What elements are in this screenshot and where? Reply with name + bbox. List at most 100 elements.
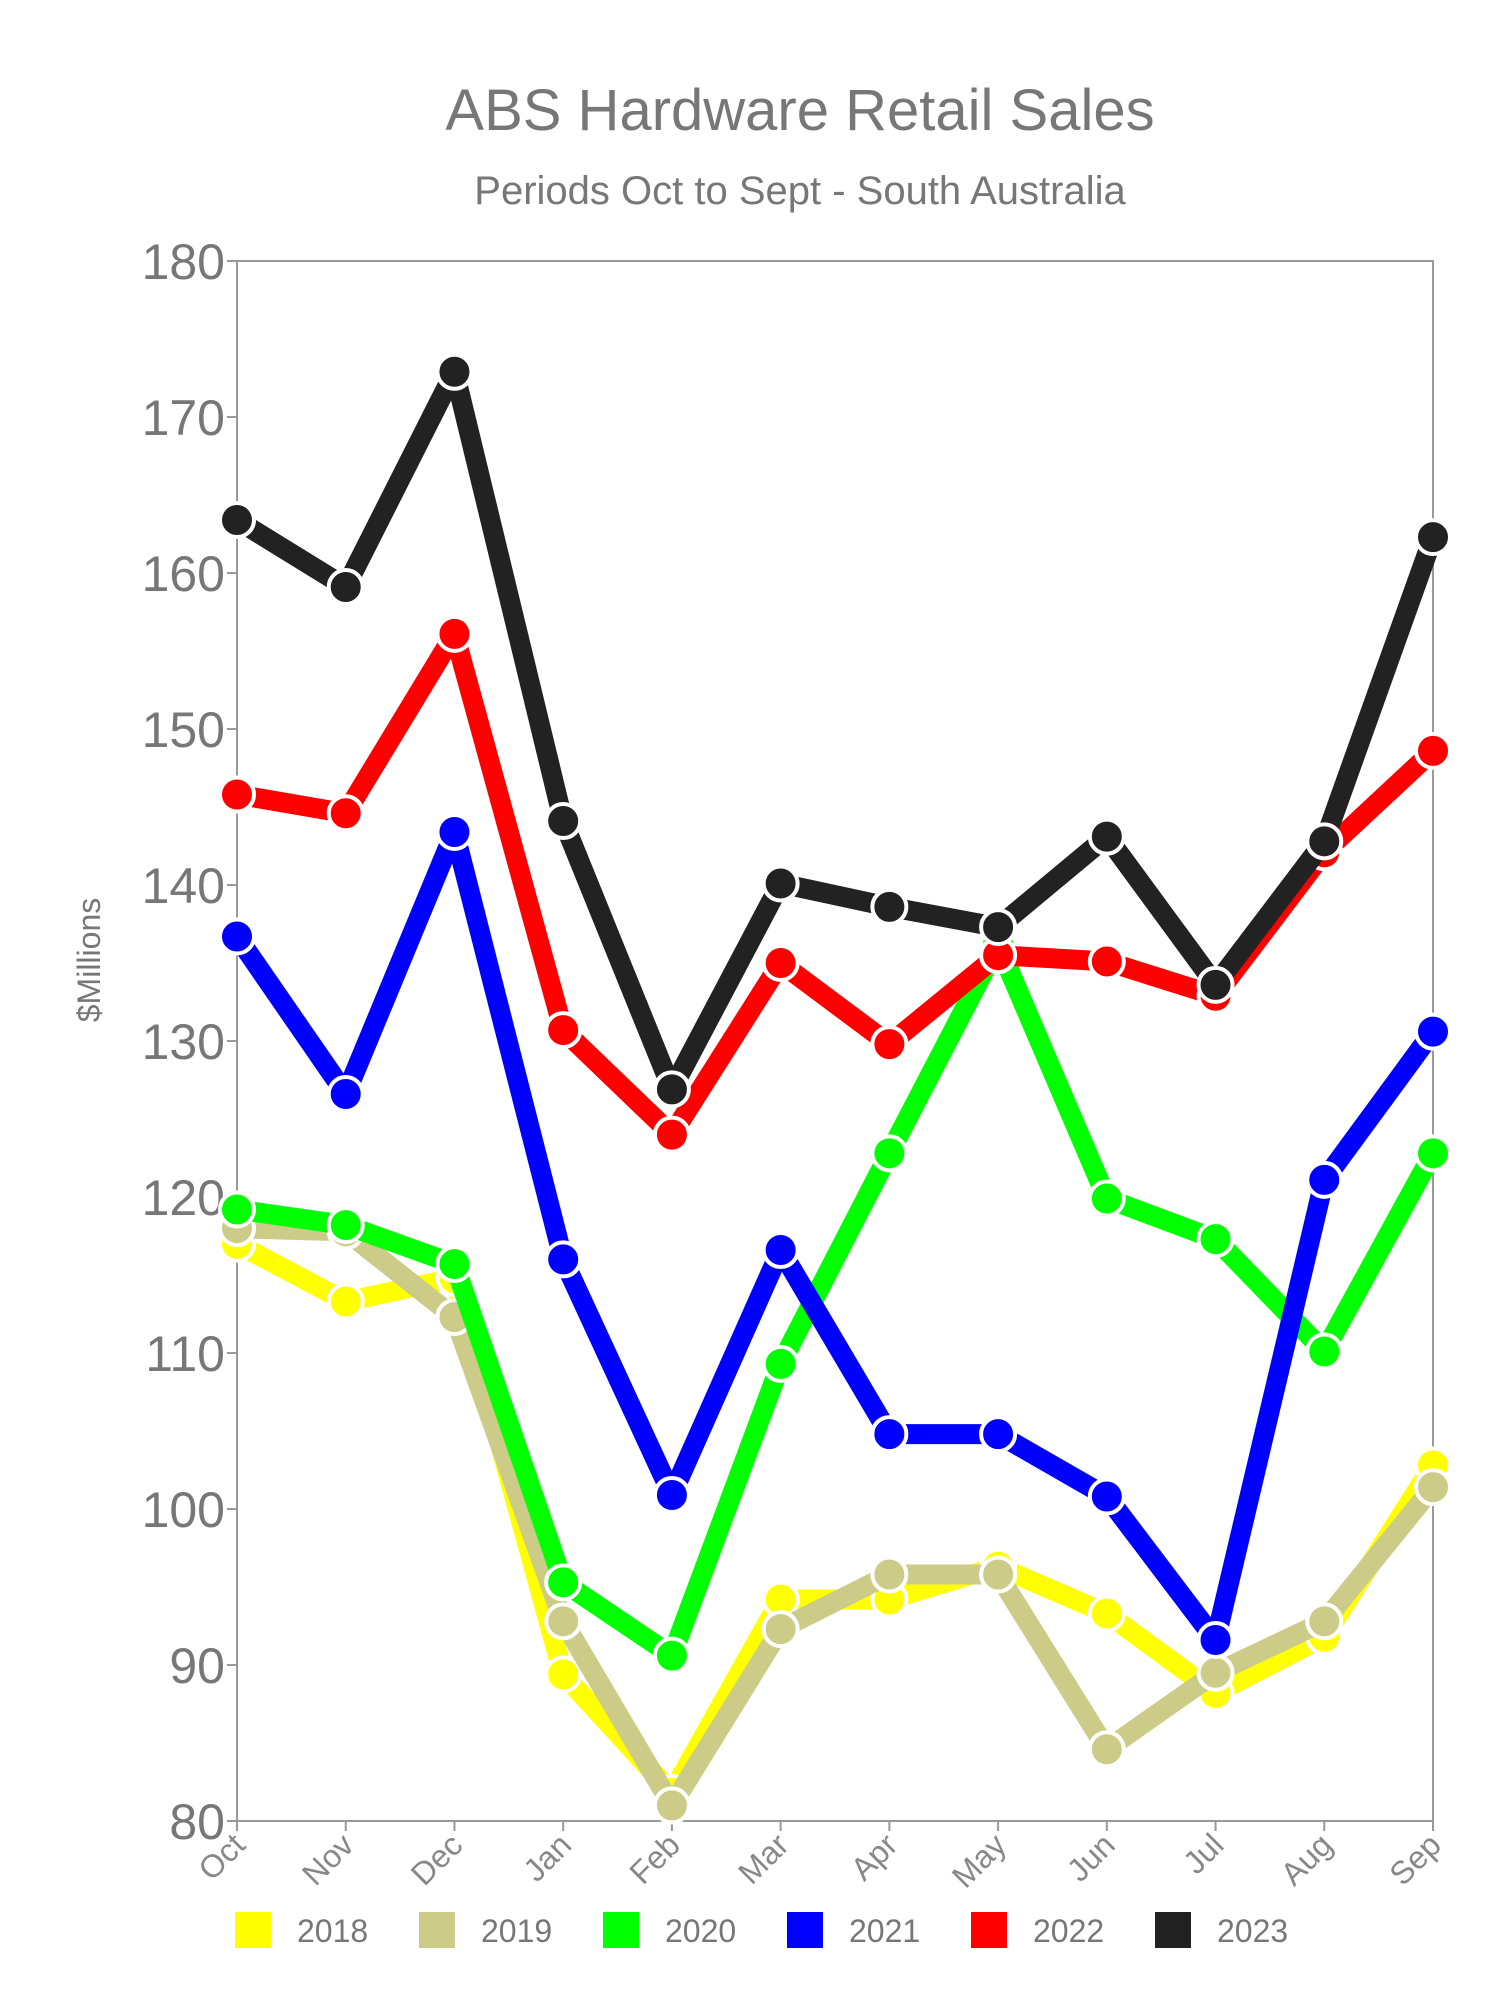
data-point: [544, 1011, 583, 1050]
data-point: [1305, 1602, 1344, 1641]
legend-swatch: [787, 1912, 823, 1948]
legend-item: 2018: [235, 1912, 368, 1949]
data-point: [435, 614, 474, 653]
legend-label: 2023: [1217, 1913, 1288, 1949]
y-tick-label: 130: [142, 1014, 225, 1070]
legend-label: 2018: [297, 1913, 368, 1949]
data-point: [761, 864, 800, 903]
y-tick-label: 140: [142, 858, 225, 914]
data-point: [326, 1282, 365, 1321]
series-line: [227, 623, 1443, 1145]
series-2019: [218, 1209, 1452, 1825]
x-axis: Oct Nov Dec Jan Feb Mar Apr May Jun Jul Aug Sep: [191, 1821, 1448, 1895]
data-point: [435, 812, 474, 851]
data-point: [544, 1240, 583, 1279]
legend-item: 2020: [603, 1912, 736, 1949]
data-point: [652, 1475, 691, 1514]
data-point: [1087, 1477, 1126, 1516]
legend: 2018 2019 2020 2021 2022 2023: [235, 1912, 1288, 1949]
y-tick-label: 80: [169, 1794, 225, 1850]
x-tick-label: Aug: [1274, 1826, 1340, 1892]
data-point: [870, 1555, 909, 1594]
series-2018: [218, 1224, 1452, 1812]
data-point: [544, 1563, 583, 1602]
y-axis: 80 90 100 110 120 130 140 150 160 170 180: [142, 234, 237, 1850]
data-point: [1305, 1160, 1344, 1199]
data-point: [218, 1190, 256, 1229]
y-tick-label: 110: [145, 1326, 225, 1382]
x-tick-label: Mar: [731, 1826, 796, 1891]
data-point: [218, 917, 256, 956]
y-tick-label: 90: [169, 1638, 225, 1694]
data-point: [870, 1025, 909, 1064]
data-point: [870, 887, 909, 926]
data-point: [1305, 1332, 1344, 1371]
x-tick-label: Jan: [516, 1826, 578, 1888]
data-point: [435, 352, 474, 391]
legend-label: 2019: [481, 1913, 552, 1949]
data-point: [544, 1655, 583, 1694]
series-line: [227, 821, 1443, 1651]
legend-label: 2021: [849, 1913, 920, 1949]
legend-swatch: [419, 1912, 455, 1948]
data-point: [1196, 965, 1235, 1004]
legend-item: 2021: [787, 1912, 920, 1949]
data-point: [652, 1786, 691, 1825]
data-point: [652, 1070, 691, 1109]
series-2023: [218, 352, 1452, 1109]
legend-item: 2023: [1155, 1912, 1288, 1949]
data-point: [1305, 822, 1344, 861]
data-point: [1414, 731, 1452, 770]
data-point: [761, 1344, 800, 1383]
x-tick-label: Nov: [295, 1826, 361, 1892]
y-tick-label: 100: [142, 1482, 225, 1538]
data-point: [1087, 1594, 1126, 1633]
series-line: [227, 934, 1443, 1666]
series-line: [227, 1218, 1443, 1816]
legend-swatch: [603, 1912, 639, 1948]
y-tick-label: 120: [142, 1170, 225, 1226]
plot-area-frame: [236, 260, 1434, 1822]
legend-swatch: [971, 1912, 1007, 1948]
y-tick-label: 160: [142, 546, 225, 602]
chart-subtitle: Periods Oct to Sept - South Australia: [474, 169, 1126, 213]
series-layer: [218, 352, 1452, 1825]
data-point: [870, 1415, 909, 1454]
x-tick-label: Sep: [1382, 1826, 1448, 1892]
data-point: [761, 1231, 800, 1270]
x-tick-label: Dec: [404, 1826, 470, 1892]
x-tick-label: Jul: [1176, 1826, 1230, 1880]
series-2022: [218, 614, 1452, 1154]
data-point: [218, 775, 256, 814]
data-point: [979, 1415, 1018, 1454]
data-point: [1196, 1653, 1235, 1692]
data-point: [1414, 1468, 1452, 1507]
series-2021: [218, 812, 1452, 1660]
data-point: [1087, 1730, 1126, 1769]
x-tick-label: Feb: [622, 1826, 686, 1890]
legend-item: 2022: [971, 1912, 1104, 1949]
y-tick-label: 150: [142, 702, 225, 758]
data-point: [326, 1206, 365, 1245]
data-point: [761, 944, 800, 982]
chart-title: ABS Hardware Retail Sales: [445, 78, 1154, 143]
legend-label: 2020: [665, 1913, 736, 1949]
legend-label: 2022: [1033, 1913, 1104, 1949]
data-point: [1087, 817, 1126, 856]
data-point: [1414, 518, 1452, 557]
legend-item: 2019: [419, 1912, 552, 1949]
data-point: [1414, 1134, 1452, 1173]
data-point: [870, 1134, 909, 1173]
data-point: [1087, 942, 1126, 981]
legend-swatch: [1155, 1912, 1191, 1948]
data-point: [652, 1115, 691, 1154]
series-2020: [218, 925, 1452, 1675]
y-axis-label: $Millions: [71, 898, 107, 1022]
series-line: [227, 361, 1443, 1100]
data-point: [326, 794, 365, 833]
x-tick-label: Jun: [1060, 1826, 1122, 1888]
y-tick-label: 170: [142, 390, 225, 446]
x-tick-label: Apr: [844, 1826, 905, 1887]
legend-swatch: [235, 1912, 271, 1948]
